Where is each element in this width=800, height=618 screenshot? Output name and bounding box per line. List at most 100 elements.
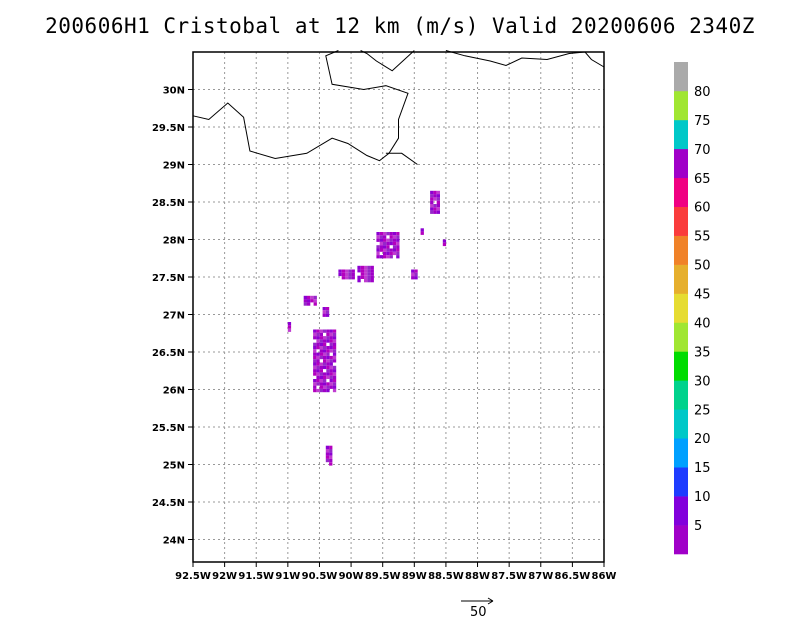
colorbar-swatch [674,235,688,265]
wind-region [357,265,374,283]
wind-cell [392,232,397,236]
colorbar-label: 55 [694,230,711,245]
wind-cell [383,241,387,246]
wind-cell [389,238,393,242]
wind-region [420,228,424,235]
wind-cell [323,339,327,343]
wind-cell [396,255,400,259]
wind-cell [323,388,327,393]
wind-cell [376,255,380,259]
wind-cell [316,339,320,343]
wind-cell [325,458,330,463]
wind-cell [310,295,314,300]
wind-cell [430,210,434,214]
wind-cell [367,272,371,276]
wind-cell [414,269,418,273]
wind-cell [319,349,323,353]
wind-cell [430,197,434,201]
wind-cell [332,339,337,343]
wind-cell [329,339,333,343]
wind-cell [329,342,333,346]
wind-cell [420,228,424,232]
wind-cell [319,346,323,350]
wind-cell [332,336,337,340]
wind-cell [383,232,387,236]
wind-cell [392,241,397,246]
wind-cell [329,346,333,350]
y-tick-label: 29N [163,161,185,172]
wind-cell [360,265,364,270]
wind-cell [360,269,364,273]
wind-region [411,269,418,280]
colorbar-swatch [674,293,688,323]
coastline-segment [445,50,605,68]
wind-cell [396,241,400,246]
reference-vector: 50 [461,597,494,618]
wind-cell [389,255,393,259]
wind-cell [329,375,333,379]
wind-cell [313,332,317,337]
coastline-segment [192,50,409,162]
wind-cell [348,269,352,273]
wind-cell [357,269,361,273]
wind-cell [319,365,323,370]
wind-cell [345,269,349,273]
wind-cell [323,375,327,379]
x-tick-label: 89.5W [365,571,401,582]
wind-cell [341,269,345,273]
wind-cell [376,248,380,252]
wind-cell [379,241,383,246]
wind-cell [307,299,311,303]
wind-cell [332,385,337,389]
wind-cell [364,275,368,279]
wind-cell [436,207,440,211]
wind-cell [386,251,390,256]
wind-cell [323,365,327,370]
wind-cell [332,379,337,383]
wind-cell [367,265,371,270]
wind-cell [383,248,387,252]
wind-cell [341,276,345,280]
wind-cell [303,302,307,306]
wind-cell [323,385,327,389]
wind-cell [322,310,326,314]
colorbar-label: 80 [694,85,711,100]
wind-cell [370,272,374,276]
wind-cell [396,248,400,252]
wind-cell [436,200,440,204]
wind-cell [383,255,387,259]
wind-cell [430,200,434,204]
wind-cell [364,279,368,283]
wind-cell [313,359,317,363]
x-tick-label: 86.5W [555,571,591,582]
wind-cell [316,329,320,333]
colorbar-swatch [674,264,688,294]
wind-cell [326,336,330,340]
wind-cell [319,332,323,337]
wind-cell [430,190,434,195]
x-tick-label: 89W [402,571,427,582]
wind-cell [370,275,374,279]
wind-cell [313,336,317,340]
wind-cell [376,235,380,239]
wind-cell [433,197,437,201]
wind-cell [326,369,330,373]
reference-arrow-head [487,597,494,605]
colorbar-label: 5 [694,519,702,534]
wind-cell [386,232,390,236]
wind-cell [332,332,337,337]
x-tick-label: 87.5W [491,571,527,582]
wind-cell [316,388,320,393]
wind-cell [319,369,323,373]
wind-cell [351,269,355,273]
wind-cell [430,207,434,211]
wind-cell [332,382,337,386]
wind-cell [326,346,330,350]
wind-cell [389,235,393,239]
wind-cell [348,272,352,277]
colorbar-label: 30 [694,374,711,389]
wind-cell [316,379,320,383]
wind-cell [383,238,387,242]
wind-cell [319,375,323,379]
y-tick-label: 26.5N [152,348,185,359]
